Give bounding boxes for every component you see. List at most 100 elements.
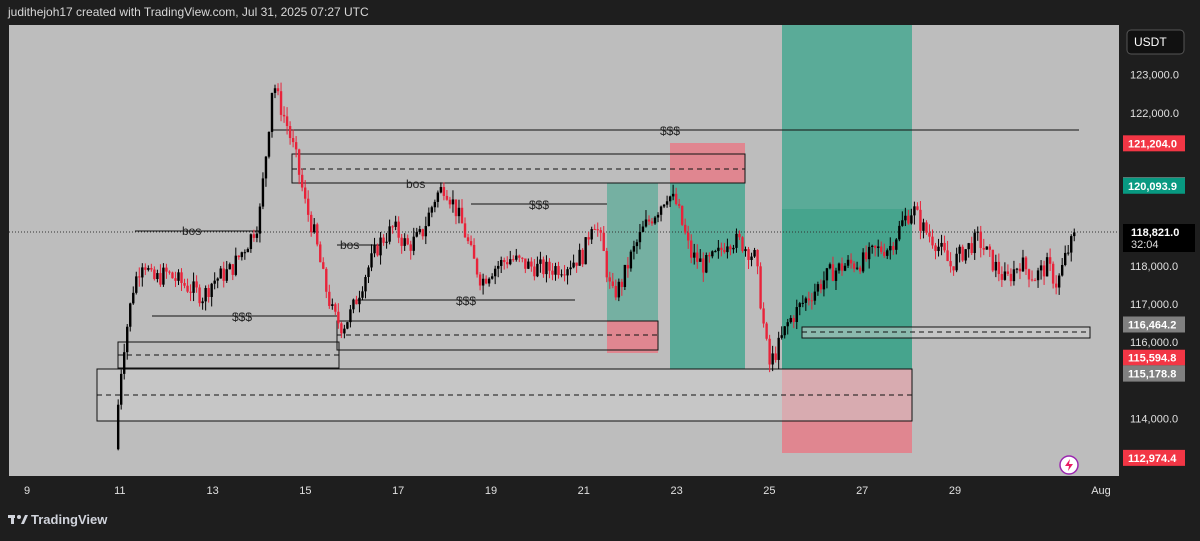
candle-body bbox=[756, 249, 759, 267]
candle-body bbox=[753, 249, 756, 257]
long-position-small-profit-zone[interactable] bbox=[607, 183, 658, 321]
long-position-entry-zone[interactable] bbox=[782, 209, 912, 369]
candle-body bbox=[825, 268, 829, 281]
candle-body bbox=[397, 221, 400, 238]
chart-svg[interactable]: bos bos bos $$$ $$$ $$$ $$$ bbox=[9, 25, 1119, 476]
candle-body bbox=[638, 231, 642, 243]
candle-body bbox=[602, 232, 605, 251]
candle-body bbox=[138, 276, 141, 278]
candle-body bbox=[129, 303, 132, 327]
candle-body bbox=[1048, 257, 1052, 264]
candle-body bbox=[457, 207, 461, 217]
candle-body bbox=[385, 241, 388, 243]
candle-body bbox=[509, 259, 512, 265]
candle-body bbox=[804, 298, 808, 303]
candle-body bbox=[527, 261, 530, 269]
candle-body bbox=[258, 206, 262, 234]
candle-body bbox=[1027, 269, 1031, 280]
lightning-bolt-icon[interactable] bbox=[1059, 455, 1079, 475]
candle-body bbox=[536, 263, 539, 277]
candle-body bbox=[159, 273, 162, 285]
candle-body bbox=[816, 284, 820, 292]
candle-body bbox=[741, 237, 744, 252]
candle-body bbox=[566, 269, 569, 276]
candle-body bbox=[349, 309, 352, 323]
candle-body bbox=[319, 244, 322, 263]
candle-body bbox=[864, 252, 868, 260]
candle-body bbox=[708, 255, 711, 257]
short-position-loss-zone[interactable] bbox=[670, 143, 745, 183]
candle-body bbox=[119, 373, 123, 405]
candle-body bbox=[524, 258, 527, 269]
candles-group bbox=[116, 82, 1076, 451]
candle-body bbox=[189, 291, 192, 293]
candle-body bbox=[644, 219, 648, 227]
candle-body bbox=[735, 233, 738, 248]
candle-body bbox=[991, 249, 995, 271]
candle-body bbox=[1060, 265, 1064, 276]
price-tick-label: 117,000.0 bbox=[1130, 299, 1178, 311]
candle-body bbox=[310, 214, 313, 233]
candle-body bbox=[711, 251, 714, 257]
candle-body bbox=[560, 274, 563, 276]
current-price-countdown: 32:04 bbox=[1131, 239, 1159, 251]
candle-body bbox=[880, 246, 883, 252]
candle-body bbox=[313, 224, 316, 233]
candle-body bbox=[750, 256, 753, 260]
candle-body bbox=[907, 215, 910, 224]
candle-body bbox=[346, 322, 349, 329]
candle-body bbox=[810, 300, 814, 302]
candle-body bbox=[946, 250, 949, 262]
price-tag-label: 120,093.9 bbox=[1128, 181, 1177, 193]
candle-body bbox=[361, 291, 364, 298]
candle-body bbox=[665, 201, 669, 205]
footer-bar: TradingView bbox=[0, 502, 1200, 536]
candle-body bbox=[496, 265, 500, 269]
candle-body bbox=[988, 246, 991, 250]
candle-body bbox=[1051, 263, 1055, 284]
candle-body bbox=[985, 246, 988, 250]
candle-body bbox=[557, 266, 560, 275]
candle-body bbox=[732, 247, 735, 250]
candle-body bbox=[898, 225, 901, 240]
candle-body bbox=[515, 255, 518, 260]
long-position-profit-zone[interactable] bbox=[782, 25, 912, 209]
candle-body bbox=[777, 337, 780, 360]
price-tag: 115,178.8 bbox=[1123, 365, 1185, 382]
candle-body bbox=[358, 297, 361, 305]
candle-body bbox=[1064, 252, 1067, 266]
candle-body bbox=[913, 206, 916, 216]
candle-body bbox=[316, 224, 319, 245]
time-axis[interactable]: 9 11 13 15 17 19 21 23 25 27 29 Aug bbox=[9, 476, 1200, 502]
candle-body bbox=[635, 242, 639, 247]
price-tag-label: 115,594.8 bbox=[1128, 353, 1176, 365]
candle-body bbox=[587, 237, 590, 240]
candle-body bbox=[834, 270, 838, 281]
candle-body bbox=[409, 244, 412, 251]
long-position-small-loss-zone[interactable] bbox=[607, 321, 658, 353]
candle-body bbox=[355, 299, 358, 305]
candle-body bbox=[123, 352, 126, 374]
candle-body bbox=[653, 217, 657, 224]
currency-button[interactable]: USDT bbox=[1126, 29, 1185, 55]
candle-body bbox=[180, 272, 183, 283]
candle-body bbox=[500, 260, 503, 266]
candle-body bbox=[596, 229, 599, 231]
time-tick-label: 29 bbox=[949, 485, 961, 497]
price-axis[interactable]: USDT 123,000.0 122,000.0 118,000.0 117,000.… bbox=[1120, 25, 1200, 476]
candle-body bbox=[472, 244, 476, 259]
candle-body bbox=[367, 267, 370, 278]
candle-body bbox=[801, 302, 805, 304]
candle-body bbox=[904, 215, 907, 221]
candle-body bbox=[973, 232, 976, 254]
candle-body bbox=[608, 277, 611, 282]
candle-body bbox=[421, 229, 424, 237]
candle-body bbox=[967, 243, 970, 250]
candle-body bbox=[662, 204, 666, 207]
candle-body bbox=[548, 261, 551, 271]
candle-body bbox=[201, 301, 204, 304]
candle-body bbox=[231, 264, 234, 275]
candle-body bbox=[861, 252, 865, 272]
chart-pane[interactable]: bos bos bos $$$ $$$ $$$ $$$ bbox=[9, 25, 1119, 476]
candle-body bbox=[512, 259, 515, 261]
